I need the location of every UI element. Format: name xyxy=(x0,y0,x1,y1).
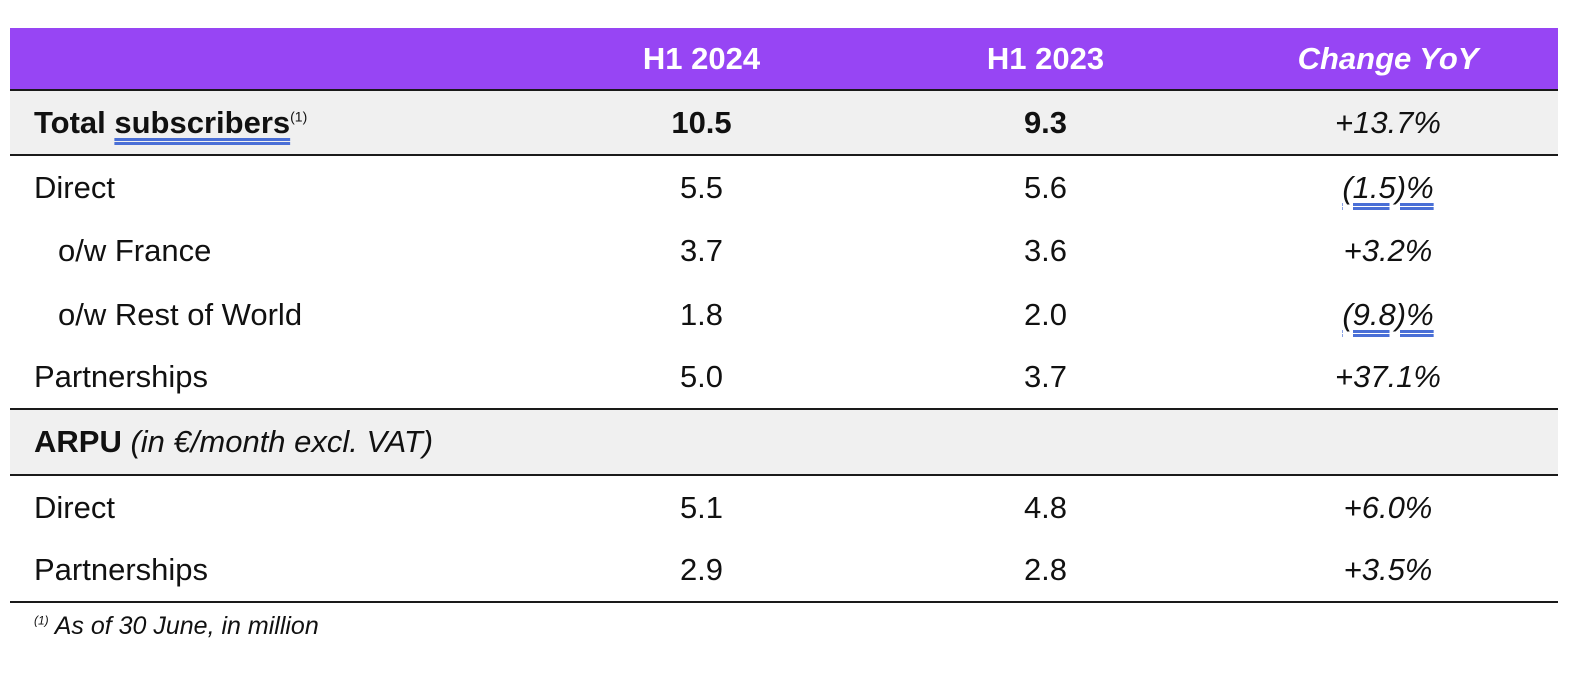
row-change: (1.5)% xyxy=(1218,170,1558,206)
table-row: o/w France 3.7 3.6 +3.2% xyxy=(10,220,1558,284)
arpu-label: ARPU xyxy=(34,424,122,459)
row-h1-2024: 1.8 xyxy=(679,296,724,332)
row-h1-2023: 2.0 xyxy=(1023,296,1068,332)
table-header-row: H1 2024 H1 2023 Change YoY xyxy=(10,28,1558,91)
table-row: Direct 5.5 5.6 (1.5)% xyxy=(10,156,1558,220)
row-h1-2023: 5.6 xyxy=(1023,169,1068,205)
total-subscribers-row: Total subscribers(1) 10.5 9.3 +13.7% xyxy=(10,91,1558,156)
subscribers-table: H1 2024 H1 2023 Change YoY Total subscri… xyxy=(10,28,1558,603)
header-h1-2024: H1 2024 xyxy=(642,40,761,76)
row-h1-2024: 2.9 xyxy=(679,552,724,588)
row-change: +3.5% xyxy=(1343,552,1433,588)
table-row: Partnerships 5.0 3.7 +37.1% xyxy=(10,347,1558,410)
row-h1-2024: 3.7 xyxy=(679,233,724,269)
footnote-mark: (1) xyxy=(34,613,49,628)
subscribers-word: subscribers xyxy=(114,104,291,140)
row-change: +3.2% xyxy=(1343,233,1433,269)
total-subscribers-label: Total subscribers(1) xyxy=(10,105,530,141)
table-row: Direct 5.1 4.8 +6.0% xyxy=(10,476,1558,540)
row-label: Direct xyxy=(34,169,115,205)
header-change-yoy: Change YoY xyxy=(1297,40,1479,76)
table-footnote: (1) As of 30 June, in million xyxy=(34,612,319,641)
footnote-marker: (1) xyxy=(290,108,308,125)
header-h1-2023: H1 2023 xyxy=(986,40,1105,76)
row-change: +6.0% xyxy=(1343,489,1433,525)
row-label: o/w Rest of World xyxy=(58,296,303,332)
total-label-text: Total xyxy=(34,104,115,140)
table-row: o/w Rest of World 1.8 2.0 (9.8)% xyxy=(10,283,1558,347)
row-change: (9.8)% xyxy=(1218,297,1558,333)
row-change: +37.1% xyxy=(1334,359,1441,395)
row-change-value: (1.5)% xyxy=(1342,169,1434,205)
arpu-section-row: ARPU (in €/month excl. VAT) xyxy=(10,410,1558,476)
arpu-note: (in €/month excl. VAT) xyxy=(130,424,434,459)
row-h1-2024: 5.5 xyxy=(679,169,724,205)
row-h1-2023: 4.8 xyxy=(1023,489,1068,525)
row-label: Partnerships xyxy=(34,552,209,588)
row-change-value: (9.8)% xyxy=(1342,296,1434,332)
table-row: Partnerships 2.9 2.8 +3.5% xyxy=(10,540,1558,603)
row-h1-2023: 3.7 xyxy=(1023,359,1068,395)
footnote-text: As of 30 June, in million xyxy=(54,612,319,640)
arpu-section-label: ARPU (in €/month excl. VAT) xyxy=(10,424,1558,460)
row-h1-2023: 3.6 xyxy=(1023,233,1068,269)
total-h1-2024: 10.5 xyxy=(671,104,732,140)
total-h1-2023: 9.3 xyxy=(1023,104,1068,140)
row-label: Partnerships xyxy=(34,359,209,395)
row-label: o/w France xyxy=(58,233,212,269)
row-label: Direct xyxy=(34,489,115,525)
row-h1-2024: 5.1 xyxy=(679,489,724,525)
row-h1-2024: 5.0 xyxy=(679,359,724,395)
row-h1-2023: 2.8 xyxy=(1023,552,1068,588)
total-change: +13.7% xyxy=(1334,104,1441,140)
